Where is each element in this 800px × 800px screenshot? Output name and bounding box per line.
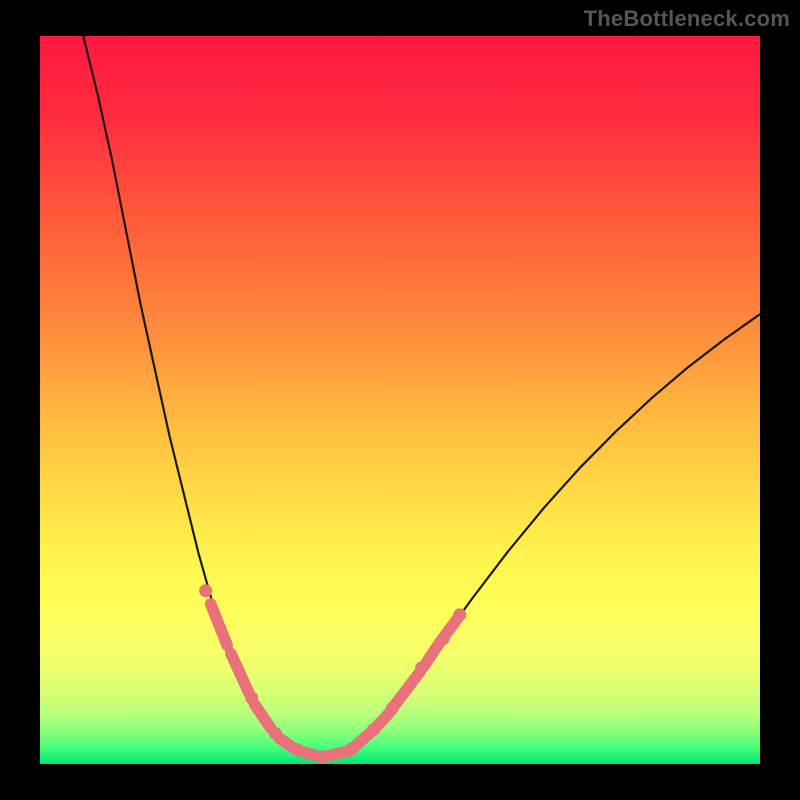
highlight-dot (345, 742, 358, 755)
bottleneck-chart (0, 0, 800, 800)
highlight-dot (386, 702, 399, 715)
highlight-dot (415, 661, 428, 674)
watermark-text: TheBottleneck.com (584, 6, 790, 32)
highlight-dot (245, 691, 258, 704)
highlight-dot (453, 608, 466, 621)
highlight-dot (367, 723, 380, 736)
chart-container: TheBottleneck.com (0, 0, 800, 800)
plot-background (40, 36, 760, 764)
highlight-dot (291, 743, 304, 756)
highlight-dot (316, 750, 329, 763)
highlight-dot (269, 727, 282, 740)
highlight-dot (437, 632, 450, 645)
highlight-dot (199, 584, 212, 597)
